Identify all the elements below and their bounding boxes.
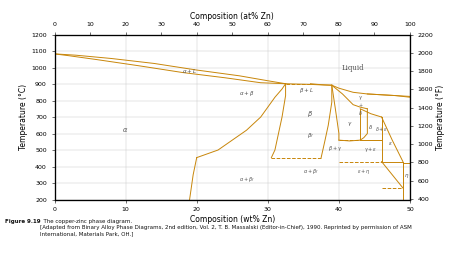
Text: $\gamma$
+
$\delta$: $\gamma$ + $\delta$ [358, 94, 363, 117]
Text: $\alpha + \beta$: $\alpha + \beta$ [238, 89, 255, 98]
Y-axis label: Temperature (°C): Temperature (°C) [19, 84, 28, 150]
Text: Figure 9.19: Figure 9.19 [5, 219, 40, 225]
Text: $\gamma$: $\gamma$ [347, 120, 352, 128]
Text: $\gamma + \varepsilon$: $\gamma + \varepsilon$ [364, 145, 378, 154]
X-axis label: Composition (wt% Zn): Composition (wt% Zn) [190, 215, 275, 224]
Text: $\varepsilon$: $\varepsilon$ [388, 140, 393, 147]
Text: $\alpha$: $\alpha$ [122, 126, 129, 134]
Text: $\eta$: $\eta$ [404, 172, 409, 180]
Text: $\varepsilon + \eta$: $\varepsilon + \eta$ [357, 167, 371, 176]
Text: The copper-zinc phase diagram.
[Adapted from Binary Alloy Phase Diagrams, 2nd ed: The copper-zinc phase diagram. [Adapted … [40, 219, 412, 236]
Text: $\alpha + \beta\prime$: $\alpha + \beta\prime$ [239, 175, 254, 184]
Text: $\beta$: $\beta$ [308, 109, 313, 119]
Text: $\delta$: $\delta$ [368, 123, 374, 131]
Text: $\alpha + L$: $\alpha + L$ [182, 67, 197, 75]
Y-axis label: Temperature (°F): Temperature (°F) [436, 84, 445, 150]
Text: $\beta + \gamma$: $\beta + \gamma$ [328, 144, 342, 153]
Text: $\beta\prime$: $\beta\prime$ [307, 131, 314, 140]
Text: Liquid: Liquid [342, 64, 365, 72]
Text: $\alpha + \beta\prime$: $\alpha + \beta\prime$ [303, 167, 318, 176]
Text: $\delta + \varepsilon$: $\delta + \varepsilon$ [375, 124, 388, 132]
X-axis label: Composition (at% Zn): Composition (at% Zn) [191, 12, 274, 21]
Text: $\beta + L$: $\beta + L$ [300, 86, 314, 95]
